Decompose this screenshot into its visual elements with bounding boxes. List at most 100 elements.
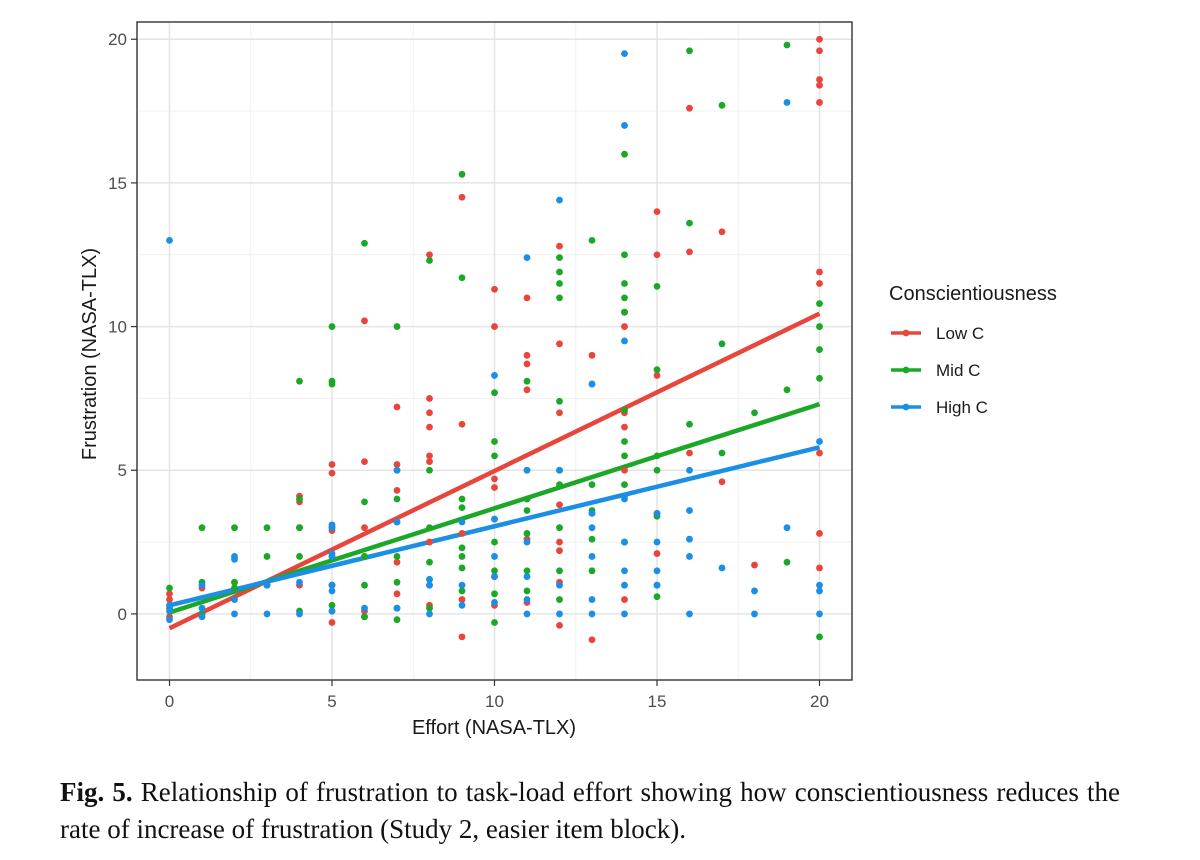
point-mid-c — [523, 495, 531, 503]
point-mid-c — [328, 323, 336, 330]
point-high-c — [556, 196, 563, 204]
point-high-c — [491, 599, 498, 606]
y-tick-label: 0 — [118, 605, 127, 624]
point-mid-c — [556, 268, 563, 276]
point-high-c — [491, 553, 498, 560]
point-mid-c — [556, 254, 563, 262]
figure: 0 5 10 15 20 0 5 10 15 20 Effort (NASA-TLX) Frust… — [79, 21, 1057, 739]
point-mid-c — [231, 524, 238, 532]
y-tick-label: 20 — [108, 30, 127, 49]
point-high-c — [491, 573, 498, 580]
point-high-c — [588, 553, 596, 560]
point-low-c — [491, 323, 498, 330]
point-mid-c — [393, 495, 401, 503]
point-mid-c — [686, 420, 693, 428]
point-mid-c — [621, 406, 628, 414]
axis-ticks: 0 5 10 15 20 0 5 10 15 20 — [108, 30, 829, 711]
point-mid-c — [653, 466, 661, 474]
point-low-c — [361, 317, 368, 325]
legend: Conscientiousness Low C Mid C High C — [889, 283, 1057, 417]
legend-key-point — [902, 329, 910, 337]
point-high-c — [556, 610, 563, 618]
point-mid-c — [523, 587, 531, 595]
y-tick-label: 10 — [108, 318, 127, 337]
point-low-c — [816, 449, 823, 457]
point-low-c — [816, 564, 823, 572]
point-low-c — [426, 423, 433, 431]
point-high-c — [426, 581, 433, 589]
point-mid-c — [491, 590, 498, 598]
point-high-c — [686, 535, 693, 543]
point-mid-c — [361, 553, 368, 560]
point-low-c — [523, 386, 531, 394]
point-high-c — [621, 538, 628, 546]
point-low-c — [653, 550, 661, 557]
point-mid-c — [783, 386, 791, 394]
point-mid-c — [296, 553, 303, 560]
point-high-c — [816, 581, 823, 589]
point-high-c — [523, 466, 531, 474]
point-high-c — [621, 337, 628, 345]
legend-label: Low C — [936, 324, 984, 343]
point-low-c — [393, 590, 401, 598]
point-low-c — [166, 596, 173, 603]
point-low-c — [523, 294, 531, 302]
point-high-c — [231, 610, 238, 618]
point-high-c — [621, 581, 628, 589]
point-low-c — [426, 458, 433, 466]
point-low-c — [816, 81, 823, 89]
x-tick-label: 0 — [165, 692, 174, 711]
legend-item-mid-c: Mid C — [891, 361, 980, 380]
point-mid-c — [523, 567, 531, 575]
point-low-c — [621, 466, 628, 474]
point-mid-c — [556, 596, 563, 603]
point-low-c — [328, 619, 336, 626]
point-mid-c — [458, 495, 466, 503]
legend-title: Conscientiousness — [889, 283, 1057, 305]
point-low-c — [556, 409, 563, 417]
point-mid-c — [426, 558, 433, 566]
point-high-c — [556, 466, 563, 474]
point-mid-c — [621, 280, 628, 287]
point-mid-c — [491, 538, 498, 546]
caption-label: Fig. 5. — [60, 777, 133, 807]
point-high-c — [783, 99, 791, 106]
point-mid-c — [653, 452, 661, 460]
point-mid-c — [556, 524, 563, 532]
point-mid-c — [621, 438, 628, 445]
point-low-c — [458, 633, 466, 641]
point-mid-c — [621, 294, 628, 302]
point-mid-c — [588, 567, 596, 575]
point-mid-c — [491, 567, 498, 575]
point-high-c — [166, 607, 173, 615]
point-high-c — [263, 581, 271, 589]
point-mid-c — [621, 150, 628, 158]
point-high-c — [686, 507, 693, 514]
point-mid-c — [621, 481, 628, 489]
point-low-c — [621, 423, 628, 431]
point-low-c — [393, 461, 401, 468]
point-high-c — [231, 596, 238, 603]
point-mid-c — [426, 524, 433, 532]
point-mid-c — [426, 257, 433, 264]
point-low-c — [588, 636, 596, 644]
point-low-c — [816, 99, 823, 106]
point-mid-c — [621, 452, 628, 460]
point-mid-c — [426, 604, 433, 612]
point-mid-c — [458, 587, 466, 595]
point-mid-c — [686, 219, 693, 227]
point-mid-c — [458, 564, 466, 572]
point-high-c — [653, 538, 661, 546]
point-high-c — [783, 524, 791, 532]
point-mid-c — [751, 409, 758, 417]
point-mid-c — [556, 294, 563, 302]
point-low-c — [621, 596, 628, 603]
point-high-c — [588, 596, 596, 603]
point-low-c — [426, 251, 433, 259]
point-low-c — [816, 530, 823, 537]
point-high-c — [816, 587, 823, 595]
point-mid-c — [588, 535, 596, 543]
point-mid-c — [718, 449, 726, 457]
point-low-c — [556, 622, 563, 629]
point-low-c — [361, 458, 368, 466]
